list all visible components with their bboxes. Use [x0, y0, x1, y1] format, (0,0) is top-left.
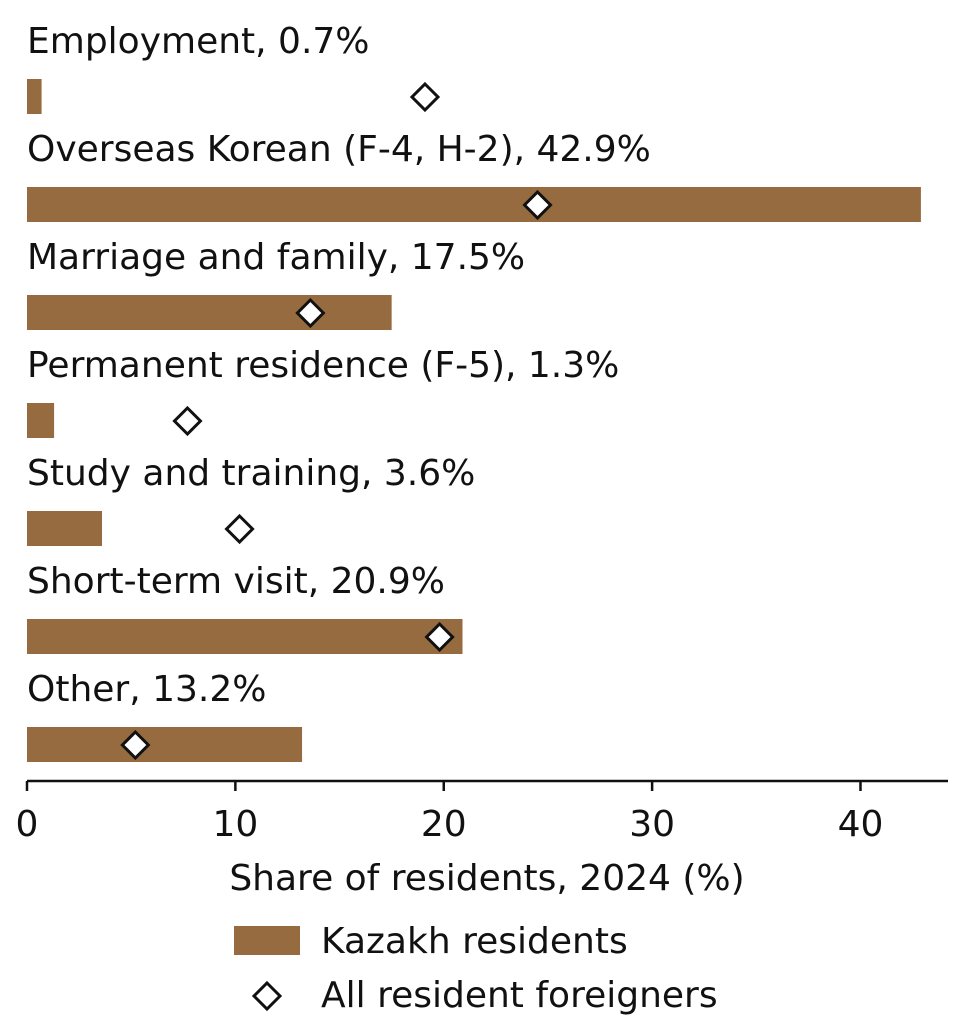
bar-permanent-residence-f-5 — [27, 403, 55, 438]
bar-marriage-and-family — [27, 295, 392, 330]
marker-marriage-and-family — [295, 297, 326, 329]
bar-short-term-visit — [27, 619, 463, 654]
marker-short-term-visit — [424, 621, 455, 653]
category-label-employment: Employment, 0.7% — [27, 21, 370, 62]
category-label-overseas-korean-f-4-h-2: Overseas Korean (F-4, H-2), 42.9% — [27, 129, 651, 170]
x-tick-label-40: 40 — [838, 804, 884, 845]
bar-study-and-training — [27, 511, 103, 546]
x-ticks: 0 10 20 30 40 — [16, 781, 884, 845]
x-tick-label-30: 30 — [629, 804, 675, 845]
legend-label-kazakh-residents: Kazakh residents — [321, 921, 628, 962]
bars — [27, 79, 921, 762]
marker-permanent-residence-f-5 — [172, 405, 203, 437]
category-label-marriage-and-family: Marriage and family, 17.5% — [27, 237, 525, 278]
x-axis-label: Share of residents, 2024 (%) — [229, 858, 744, 899]
markers — [120, 81, 553, 761]
legend-swatch-kazakh-residents — [234, 926, 300, 955]
x-tick-label-20: 20 — [421, 804, 467, 845]
marker-study-and-training — [224, 513, 255, 545]
legend: Kazakh residents All resident foreigners — [234, 921, 718, 1016]
x-tick-label-0: 0 — [16, 804, 39, 845]
x-tick-label-10: 10 — [212, 804, 258, 845]
legend-swatch-all-resident-foreigners — [251, 980, 283, 1012]
bar-overseas-korean-f-4-h-2 — [27, 187, 921, 222]
category-label-permanent-residence-f-5: Permanent residence (F-5), 1.3% — [27, 345, 619, 386]
bar-other — [27, 727, 303, 762]
marker-overseas-korean-f-4-h-2 — [522, 189, 553, 221]
category-label-study-and-training: Study and training, 3.6% — [27, 453, 475, 494]
legend-label-all-resident-foreigners: All resident foreigners — [321, 975, 718, 1016]
marker-employment — [409, 81, 441, 113]
category-label-other: Other, 13.2% — [27, 669, 266, 710]
marker-other — [120, 729, 151, 761]
category-labels: Employment, 0.7% Overseas Korean (F-4, H-… — [27, 21, 651, 710]
bar-employment — [27, 79, 42, 114]
x-axis: 0 10 20 30 40 — [16, 779, 948, 845]
category-label-short-term-visit: Short-term visit, 20.9% — [27, 561, 445, 602]
